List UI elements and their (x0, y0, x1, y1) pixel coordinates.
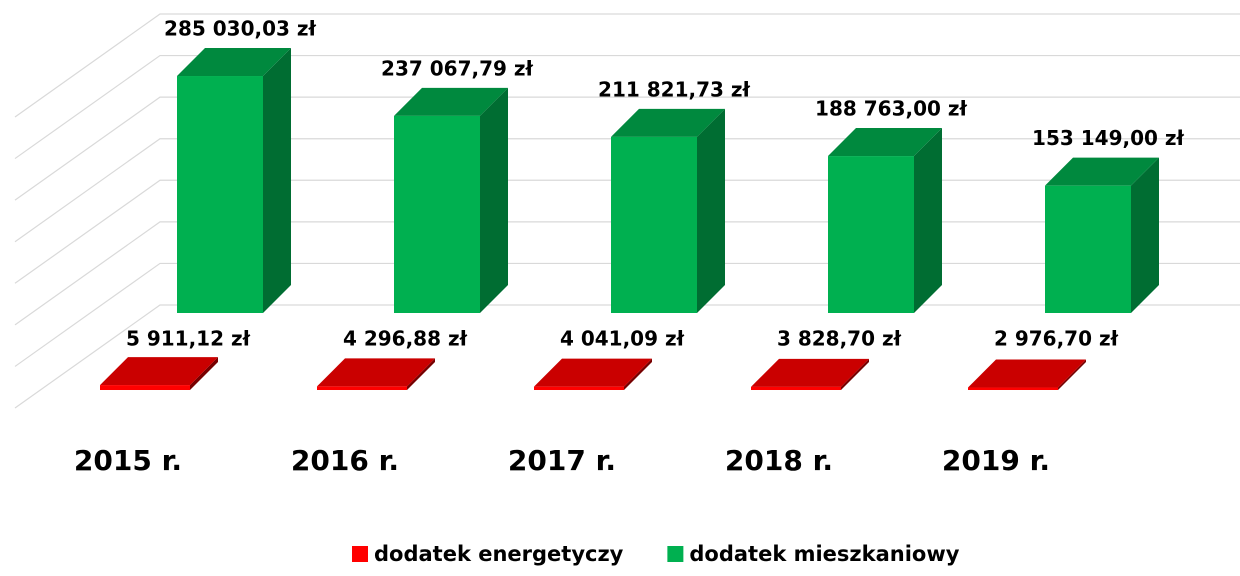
grid-line (14, 96, 1240, 201)
bar-side (263, 48, 291, 314)
legend-swatch (352, 546, 368, 562)
bar (394, 87, 508, 313)
bar-front (317, 386, 407, 390)
x-tick-label: 2016 r. (291, 444, 399, 477)
bar-side (1058, 359, 1086, 390)
grid-line (14, 13, 1240, 118)
bar-top (828, 128, 942, 157)
value-label: 153 149,00 zł (1032, 126, 1184, 150)
bar-top (534, 358, 652, 387)
grid-line (14, 54, 1240, 160)
bar (968, 359, 1086, 390)
value-label: 285 030,03 zł (164, 17, 316, 41)
bar-front (828, 156, 914, 313)
x-tick-label: 2018 r. (725, 444, 833, 477)
bar-front (177, 76, 263, 314)
bar-front (968, 387, 1058, 390)
value-label: 5 911,12 zł (126, 327, 251, 351)
grid-line (14, 304, 1240, 409)
x-tick-label: 2015 r. (74, 444, 182, 477)
bar-side (480, 87, 508, 313)
x-tick-label: 2017 r. (508, 444, 616, 477)
value-label: 237 067,79 zł (381, 56, 533, 80)
bar (828, 128, 942, 313)
value-label: 188 763,00 zł (815, 97, 967, 121)
bar-side (407, 358, 435, 390)
bar-front (751, 386, 841, 390)
x-tick-label: 2019 r. (942, 444, 1050, 477)
bar-side (841, 358, 869, 390)
bar-top (611, 108, 725, 137)
bar-side (697, 108, 725, 313)
bar-front (611, 136, 697, 313)
legend-label: dodatek energetyczy (374, 542, 624, 566)
bar-top (317, 358, 435, 387)
bar-front (1045, 185, 1131, 313)
bar (611, 108, 725, 313)
bar (177, 48, 291, 314)
bar-top (177, 48, 291, 77)
bar-side (914, 128, 942, 313)
legend-swatch (667, 546, 684, 562)
value-label: 3 828,70 zł (777, 327, 902, 351)
bar (100, 357, 218, 390)
bar-top (394, 87, 508, 116)
bar-front (394, 115, 480, 313)
value-label: 2 976,70 zł (994, 327, 1119, 351)
bar-top (968, 359, 1086, 388)
bar (317, 358, 435, 390)
bar-top (1045, 157, 1159, 186)
legend-label: dodatek mieszkaniowy (689, 542, 959, 566)
value-label: 211 821,73 zł (598, 77, 750, 101)
bar-front (534, 386, 624, 390)
bar (751, 358, 869, 390)
bar-side (624, 358, 652, 390)
bar-front (100, 385, 190, 390)
bar-side (1131, 157, 1159, 313)
value-label: 4 041,09 zł (560, 327, 685, 351)
bar-side (190, 357, 218, 390)
bar (534, 358, 652, 390)
value-label: 4 296,88 zł (343, 327, 468, 351)
bar (1045, 157, 1159, 313)
bar-top (751, 358, 869, 387)
bar-top (100, 357, 218, 386)
